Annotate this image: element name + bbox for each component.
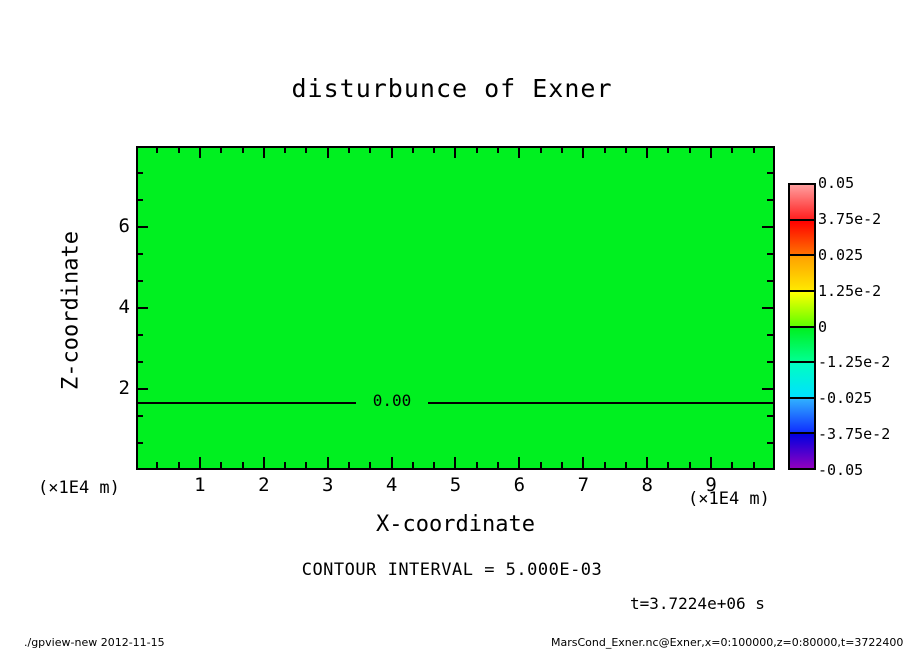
x-tick-label: 2 bbox=[258, 474, 270, 496]
x-tick-label: 1 bbox=[194, 474, 206, 496]
colorbar-band bbox=[790, 291, 814, 328]
footer-source: MarsCond_Exner.nc@Exner,x=0:100000,z=0:8… bbox=[551, 636, 904, 649]
colorbar-band bbox=[790, 256, 814, 292]
colorbar-tick-label: -1.25e-2 bbox=[818, 353, 891, 372]
colorbar-band bbox=[790, 185, 814, 221]
x-tick-label: 6 bbox=[513, 474, 526, 496]
x-tick-label: 8 bbox=[641, 474, 653, 496]
y-tick-label: 2 bbox=[118, 377, 130, 399]
x-tick-label: 5 bbox=[449, 474, 462, 496]
x-tick-label: 9 bbox=[705, 474, 717, 496]
page-title: disturbunce of Exner bbox=[291, 74, 613, 103]
footer-command: ./gpview-new 2012-11-15 bbox=[24, 636, 165, 649]
y-axis-title: Z-coordinate bbox=[58, 231, 84, 390]
y-tick-label: 4 bbox=[118, 296, 130, 318]
colorbar-tick-label: -0.025 bbox=[818, 389, 873, 408]
colorbar-tick-label: 0 bbox=[818, 317, 828, 336]
colorbar-tick-label: 0.05 bbox=[818, 174, 855, 192]
colorbar-tick-label: 1.25e-2 bbox=[818, 281, 882, 300]
colorbar-tick-label: 0.025 bbox=[818, 245, 864, 264]
colorbar-band bbox=[790, 398, 814, 435]
colorbar-tick-label: -0.05 bbox=[818, 461, 864, 479]
y-axis-tick-labels: 2 4 6 bbox=[92, 146, 130, 470]
contour-field-fill bbox=[138, 148, 773, 468]
x-tick-label: 4 bbox=[385, 474, 398, 496]
colorbar-tick-label: 3.75e-2 bbox=[818, 209, 882, 228]
contour-label-backdrop bbox=[356, 393, 428, 412]
colorbar[interactable] bbox=[788, 183, 816, 470]
contour-label-zero: 0.00 bbox=[372, 391, 412, 411]
colorbar-band bbox=[790, 220, 814, 257]
x-axis-title: X-coordinate bbox=[376, 512, 535, 537]
colorbar-band bbox=[790, 327, 814, 364]
plot-area[interactable]: 0.00 bbox=[136, 146, 775, 470]
x-axis-unit-left: (×1E4 m) bbox=[38, 478, 120, 498]
colorbar-tick-labels: 0.05 3.75e-2 0.025 1.25e-2 0 -1.25e-2 -0.025 -3… bbox=[818, 174, 904, 479]
colorbar-band bbox=[790, 363, 814, 399]
x-axis-unit-right: (×1E4 m) bbox=[688, 489, 770, 509]
colorbar-tick-label: -3.75e-2 bbox=[818, 425, 891, 444]
colorbar-band bbox=[790, 434, 814, 468]
contour-line-zero bbox=[138, 402, 773, 405]
x-tick-label: 3 bbox=[321, 474, 334, 496]
time-label: t=3.7224e+06 s bbox=[630, 594, 765, 613]
x-tick-label: 7 bbox=[577, 474, 590, 496]
y-tick-label: 6 bbox=[118, 215, 130, 237]
contour-interval-note: CONTOUR INTERVAL = 5.000E-03 bbox=[301, 560, 603, 580]
